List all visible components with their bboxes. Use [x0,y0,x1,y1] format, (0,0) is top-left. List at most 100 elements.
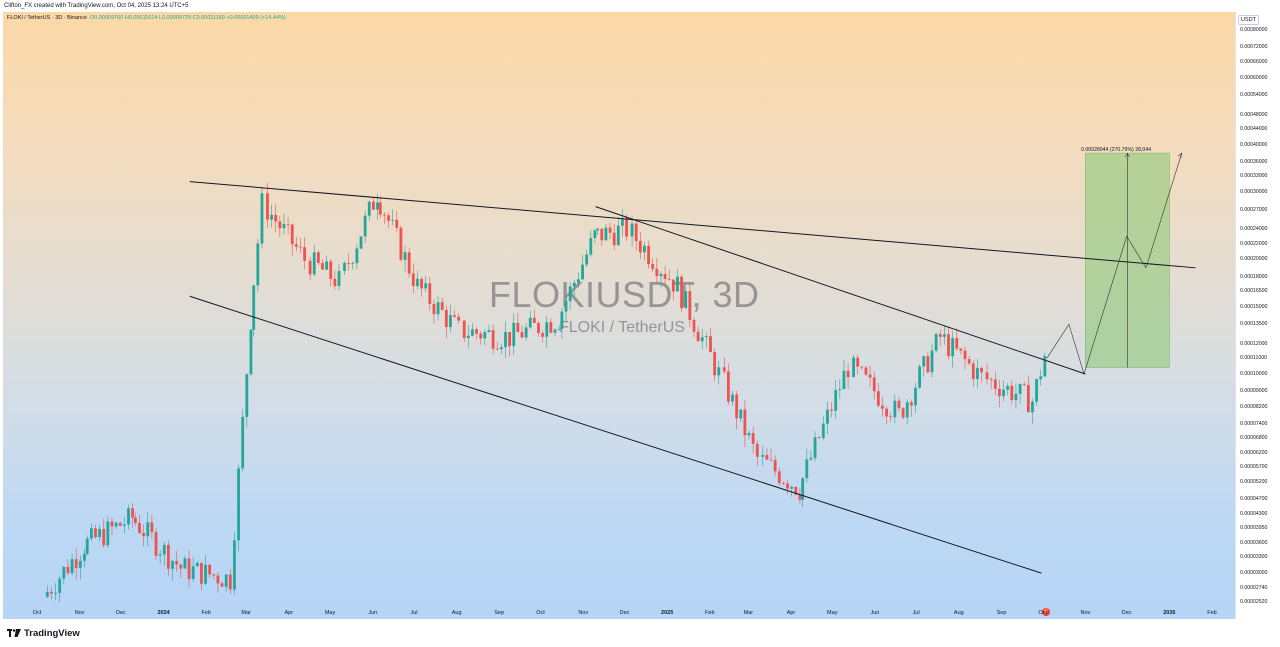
candle-body [333,278,337,286]
candle-body [260,193,264,244]
candle-body [233,540,236,590]
candle-body [821,423,825,438]
candle-body [621,218,624,226]
time-tick-label: 2026 [1163,610,1176,616]
symbol-legend[interactable]: FLOKI / TetherUS · 3D · Binance O0.000097… [7,15,286,21]
price-tick-label: 0.00020000 [1240,256,1268,263]
candle-body [616,225,620,246]
price-tick-label: 0.00008200 [1240,403,1268,410]
candle-body [106,521,110,546]
price-tick-label: 0.00003600 [1240,539,1268,546]
candle-body [45,591,49,597]
candle-body [516,322,520,333]
lightning-icon[interactable]: ⚡ [1042,608,1050,616]
candle-body [407,252,411,274]
candle-body [846,370,850,377]
candle-body [659,274,663,277]
chart-pane[interactable]: FLOKI / TetherUS · 3D · Binance O0.000097… [3,12,1235,619]
candle-body [782,483,785,484]
price-tick-label: 0.00027000 [1240,206,1268,213]
trendline-upper-resistance [189,181,1196,269]
candle-body [175,560,179,565]
candle-body [868,374,872,378]
candle-body [179,564,183,569]
candle-body [747,432,751,436]
candle-body [372,201,375,210]
candle-body [294,244,298,247]
candlestick-plot[interactable] [3,12,1235,606]
time-tick-label: Jun [870,610,880,616]
candle-body [809,457,813,460]
candle-body [813,437,817,458]
price-tick-label: 0.00030000 [1240,189,1268,196]
candle-body [801,478,805,500]
measure-arrowhead [1125,152,1130,158]
candle-body [399,227,403,260]
candle-body [118,522,122,526]
legend-title: FLOKI / TetherUS · 3D · Binance [7,15,87,21]
candle-body [142,532,146,537]
candle-body [383,214,386,216]
candle-body [343,262,346,271]
candle-body [545,322,549,337]
candle-body [577,279,580,283]
candle-body [483,332,487,339]
candle-body [765,455,769,460]
candle-body [881,405,884,409]
candle-body [146,522,150,537]
candle-body [541,333,545,337]
footer-brand[interactable]: TradingView [7,627,80,639]
candle-body [504,332,507,348]
time-tick-label: Jun [368,610,378,616]
price-tick-label: 0.00002520 [1240,599,1268,605]
candle-body [436,302,440,315]
candle-body [589,238,593,255]
candle-body [162,544,166,555]
candle-body [680,276,683,309]
candle-body [212,574,216,576]
price-tick-label: 0.00003000 [1240,570,1268,577]
candle-body [367,201,371,216]
candle-body [347,262,351,264]
candle-body [524,327,528,338]
candle-body [596,228,600,231]
time-tick-label: Oct [536,610,545,616]
candle-body [885,408,889,417]
candle-body [154,532,158,556]
candle-body [440,302,444,310]
candle-body [549,322,553,333]
candle-body [66,566,70,574]
candle-body [110,521,114,527]
candle-body [252,285,256,330]
candle-body [989,379,993,380]
time-axis[interactable]: Oct Nov Dec 2024 Feb Mar Apr May Jun Jul Aug Sep Oct… [3,606,1235,619]
candle-body [951,338,955,357]
time-tick-label: Aug [451,610,462,616]
candle-body [329,261,333,279]
price-axis[interactable] [1235,12,1280,619]
price-tick-label: 0.00006200 [1240,450,1268,457]
candle-body [905,402,909,418]
candle-body [922,356,926,367]
candle-body [743,409,747,436]
candle-body [122,524,126,526]
price-tick-label: 0.00054000 [1240,92,1268,99]
candle-body [150,522,154,533]
candle-body [85,538,89,554]
candle-body [1022,383,1026,385]
candle-body [667,278,671,280]
candle-body [237,468,240,541]
time-tick-label: Jul [912,610,920,616]
candle-body [62,566,66,579]
candle-body [700,337,704,342]
candle-body [897,400,901,409]
candle-body [444,309,448,328]
candle-body [585,254,589,265]
candle-body [359,236,363,249]
candle-body [914,387,917,406]
currency-tag[interactable]: USDT [1238,15,1259,25]
footer-brand-text: TradingView [24,627,80,639]
price-tick-label: 0.00022000 [1240,240,1268,247]
price-tick-label: 0.00003950 [1240,524,1268,531]
time-tick-label: Apr [284,610,294,616]
